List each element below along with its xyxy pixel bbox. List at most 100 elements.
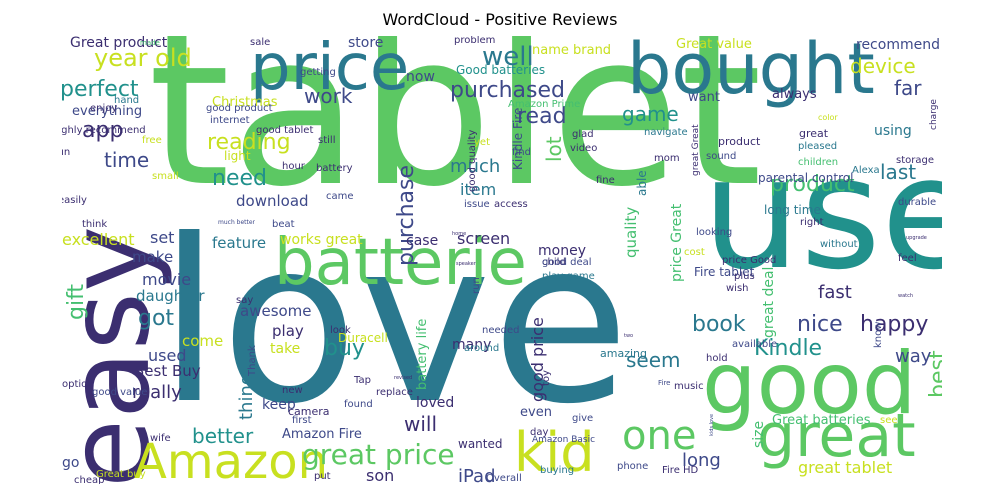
cloud-word: revised [394,375,413,381]
cloud-word: kids love [709,413,715,436]
cloud-word: able [635,170,649,196]
cloud-word: fast [818,282,852,303]
cloud-word: Fire [658,379,671,387]
word-cloud: tablet love easy use bought price batter… [62,36,942,484]
cloud-word: easily [62,195,87,206]
cloud-word: much [450,156,501,177]
cloud-word: way [895,346,932,367]
cloud-word: perfect [62,77,139,102]
cloud-word: right [800,217,824,228]
cloud-word: good deal [542,257,592,268]
cloud-word: keep [262,397,296,413]
cloud-word: download [236,192,309,210]
cloud-word: thing [236,373,257,420]
cloud-word: price Great [669,203,685,282]
cloud-word: battery [316,163,353,174]
cloud-word: buy [324,336,365,361]
cloud-word: problem [454,36,496,46]
cloud-word: Overall [486,473,522,484]
cloud-word: Tap [354,375,371,386]
cloud-word: make [132,248,174,266]
cloud-word: Alexa [852,165,880,176]
cloud-word: read [517,104,567,129]
cloud-word: feature [212,234,267,252]
cloud-word: available [732,339,778,350]
cloud-word: still [318,135,336,146]
cloud-word: wife [150,433,171,444]
cloud-word: much better [218,219,256,226]
cloud-word: glad [572,129,594,140]
cloud-word: music [674,381,704,392]
cloud-word: nice [797,312,843,337]
cloud-word: Fire HD [662,465,699,476]
cloud-word: navigate [644,127,688,138]
cloud-word: far [894,76,922,100]
cloud-word: run [471,277,482,294]
cloud-word: great tablet [798,458,893,477]
cloud-word: money [538,243,586,259]
cloud-word: color [818,113,838,122]
cloud-word: long [682,450,721,471]
cloud-word: plus [734,271,755,282]
cloud-word: love [158,192,630,454]
cloud-word: lot [542,136,566,162]
cloud-word: Amazon [134,434,328,484]
cloud-word: set [150,228,175,247]
cloud-word: long time [764,203,821,217]
cloud-word: gift [64,283,89,320]
cloud-word: works great [280,232,363,248]
cloud-word: watch [898,293,914,299]
cloud-word: light [224,149,251,163]
cloud-word: Fire tablet [694,265,755,279]
cloud-word: wish [726,283,749,294]
cloud-word: awesome [240,302,312,320]
cloud-word: found [344,399,373,410]
cloud-word: first [292,415,312,426]
cloud-word: last [880,160,917,184]
cloud-word: Great buy [96,469,146,480]
cloud-word: everything [72,104,143,119]
cloud-word: internet [210,115,250,126]
cloud-word: fine [596,175,615,186]
cloud-word: quality [622,206,640,258]
cloud-word: play game [542,271,595,282]
cloud-word: great price [302,438,455,471]
cloud-word: durable [898,197,937,208]
cloud-word: option [62,379,94,390]
cloud-word: day [530,427,549,438]
cloud-word: hand [114,95,140,106]
cloud-word: always [772,87,817,102]
cloud-word: child [542,257,566,268]
cloud-word: find [512,147,531,158]
cloud-word: now [406,69,435,85]
cloud-word: looking [696,227,733,238]
cloud-word: case [406,233,439,249]
cloud-word: Good batteries [456,63,546,77]
cloud-word: great [757,401,916,471]
cloud-word: daughter [136,287,205,305]
cloud-word: seem [626,348,681,372]
cloud-word: needed [482,325,520,336]
cloud-word: battery life [415,318,430,390]
cloud-word: free [142,135,162,146]
cloud-word: mom [654,153,680,164]
cloud-word: tablet [148,36,763,233]
cloud-word: toy [541,370,552,386]
cloud-word: game [622,102,679,126]
cloud-word: kid [514,421,595,484]
cloud-word: take [270,341,301,357]
cloud-word: reading [207,130,291,155]
cloud-word: great Great [691,124,701,176]
cloud-word: video [570,143,598,154]
cloud-word: recommend [856,37,940,53]
cloud-word: want [688,90,720,105]
cloud-word: Kindle Fire [511,107,525,170]
cloud-word: batterie [274,226,527,300]
cloud-word: cost [684,247,705,258]
cloud-word: got [138,306,175,331]
cloud-word: fun [62,147,71,158]
cloud-word: play [272,322,304,340]
cloud-word: getting [300,67,336,78]
cloud-word: Thank [247,345,258,376]
cloud-word: good value [92,387,148,398]
